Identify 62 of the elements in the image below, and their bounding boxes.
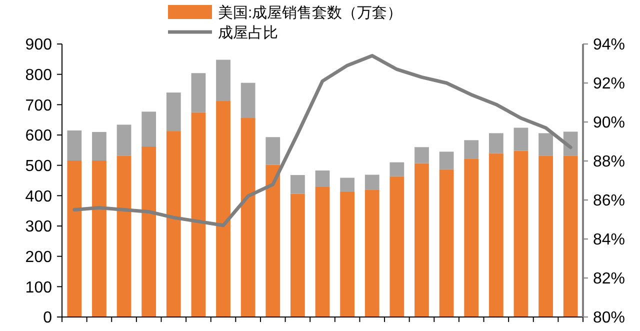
bar	[464, 158, 479, 317]
bar	[166, 92, 181, 132]
bar	[142, 112, 156, 147]
y-tick-label: 300	[25, 218, 52, 236]
y2-tick-label: 94%	[593, 36, 626, 54]
bar	[216, 101, 230, 317]
bar	[315, 186, 330, 317]
y2-tick-label: 82%	[593, 270, 626, 288]
bar	[92, 160, 106, 317]
bar	[340, 191, 355, 317]
y-tick-label: 900	[25, 36, 52, 54]
bar	[67, 130, 82, 160]
bar	[514, 128, 528, 151]
bar	[563, 156, 578, 317]
bar	[488, 153, 504, 317]
bar	[514, 150, 528, 317]
bar	[240, 82, 256, 118]
bar	[116, 156, 132, 317]
y2-tick-label: 86%	[593, 192, 626, 210]
y-tick-label: 400	[25, 188, 52, 206]
y2-tick-label: 80%	[593, 310, 626, 327]
bar	[414, 163, 429, 317]
bar	[315, 170, 330, 187]
bar	[266, 164, 280, 317]
y-tick-label: 100	[25, 279, 52, 296]
y2-tick-label: 88%	[593, 154, 626, 171]
bar	[92, 132, 106, 160]
y2-tick-label: 84%	[593, 232, 626, 249]
bar	[116, 124, 132, 156]
bar	[439, 169, 454, 317]
bar	[390, 176, 404, 317]
bar	[464, 140, 479, 159]
y-tick-label: 800	[25, 66, 52, 84]
bar	[266, 137, 280, 165]
bar	[290, 175, 305, 194]
y-tick-label: 700	[25, 97, 52, 114]
bar	[390, 162, 404, 176]
bar	[439, 152, 454, 170]
bar	[191, 73, 206, 112]
y2-tick-label: 92%	[593, 76, 626, 93]
y-tick-label: 200	[25, 248, 52, 266]
legend-label: 美国:成屋销售套数（万套）	[218, 4, 402, 22]
bar	[538, 156, 553, 317]
y2-tick-label: 90%	[593, 114, 626, 132]
y-tick-label: 0	[43, 310, 52, 327]
bar	[488, 133, 504, 154]
bar	[364, 190, 380, 317]
y-tick-label: 600	[25, 128, 52, 145]
bar	[67, 160, 82, 317]
bar	[290, 194, 305, 317]
bar	[216, 60, 230, 102]
bar	[240, 118, 256, 317]
bar	[340, 178, 355, 192]
line-series	[72, 54, 572, 228]
bar	[364, 174, 380, 190]
bar	[538, 133, 553, 156]
bar	[166, 131, 181, 317]
bar	[142, 146, 156, 317]
bar	[191, 112, 206, 317]
y-tick-label: 500	[25, 158, 52, 175]
bar	[414, 147, 429, 164]
legend-label: 成屋占比	[218, 24, 278, 42]
